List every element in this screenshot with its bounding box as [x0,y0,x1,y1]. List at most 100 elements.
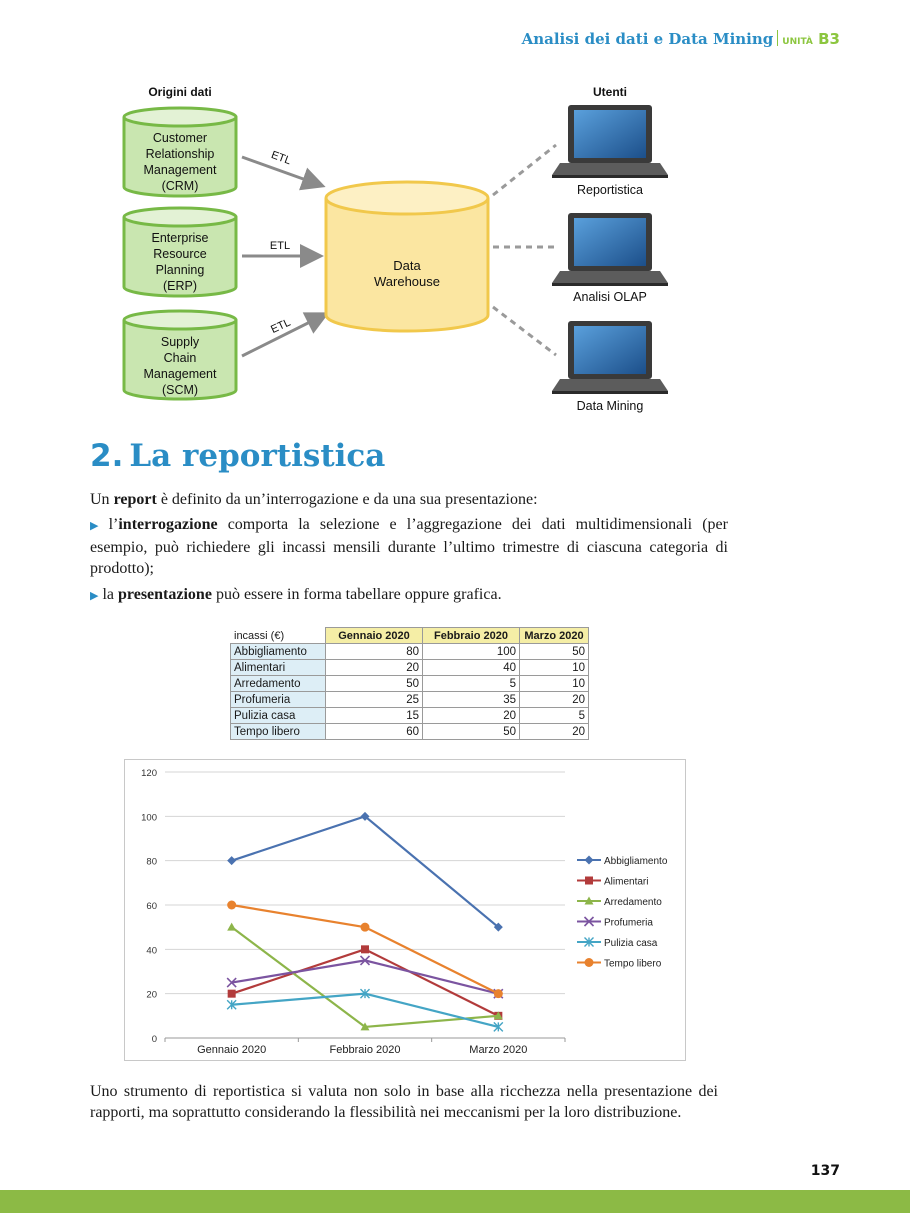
unit-code: B3 [818,30,840,48]
y-tick-label: 100 [141,812,157,823]
intro-text: Un [90,491,114,508]
line-chart: 0 20 40 60 80 100 120 Gennaio 2020 Febbraio 2020… [141,768,668,1056]
users-title: Utenti [593,85,627,99]
legend-marker [584,937,594,947]
source-label-line: Enterprise [152,231,209,245]
source-label-line: Management [144,367,217,381]
section-number: 2. [90,438,124,474]
closing-paragraph: Uno strumento di reportistica si valuta … [90,1083,718,1121]
source-label-line: Planning [156,263,205,277]
warehouse-label-line: Data [393,258,421,273]
data-point [493,922,503,932]
table-cell: 15 [325,707,423,724]
legend-marker [584,855,594,865]
data-point [227,856,237,866]
table-row: Alimentari 20 40 10 [230,659,589,676]
section-title: La reportistica [129,438,386,474]
data-point [361,945,369,954]
table-cell: 100 [422,643,520,660]
row-label: Pulizia casa [230,707,326,724]
data-point [226,977,237,988]
column-header: Marzo 2020 [519,627,589,644]
data-point [227,922,237,931]
table-cell: 50 [519,643,589,660]
data-point [493,1011,503,1020]
table-cell: 10 [519,659,589,676]
legend-label: Alimentari [604,877,648,888]
header-divider [777,30,779,46]
source-label-line: Relationship [146,147,215,161]
y-tick-label: 40 [146,945,157,956]
source-label-line: Supply [161,335,200,349]
income-table-wrapper: incassi (€) Gennaio 2020 Febbraio 2020 M… [230,627,589,740]
table-row: Abbigliamento 80 100 50 [230,643,589,660]
chapter-title: Analisi dei dati e Data Mining [521,30,774,48]
table-header-row: incassi (€) Gennaio 2020 Febbraio 2020 M… [230,627,589,644]
bullet-item: ▶ l’interrogazione comporta la selezione … [90,514,728,579]
series-line [231,992,499,1028]
y-tick-label: 60 [146,901,157,912]
data-point [493,989,503,999]
line-chart-frame: 0 20 40 60 80 100 120 Gennaio 2020 Febbraio 2020… [124,759,686,1061]
source-label-line: Management [144,163,217,177]
user-label-olap: Analisi OLAP [573,290,647,304]
data-point [360,922,370,932]
table-cell: 10 [519,675,589,692]
table-cell: 20 [519,723,589,740]
bullet-bold-term: interrogazione [118,516,218,533]
table-cell: 20 [422,707,520,724]
intro-text: è definito da un’interrogazione e da una… [156,491,538,508]
row-label: Tempo libero [230,723,326,740]
row-label: Arredamento [230,675,326,692]
legend-marker [585,876,593,885]
unit-label: UNITÀ [782,37,813,47]
table-cell: 20 [325,659,423,676]
data-point [227,900,237,910]
source-label-line: Resource [153,247,207,261]
legend-marker [584,896,594,905]
source-label-line: (SCM) [162,383,198,397]
data-point [227,989,236,998]
x-tick-label: Febbraio 2020 [330,1044,401,1056]
data-point [360,1022,370,1031]
source-erp: Enterprise Resource Planning (ERP) [122,206,238,298]
y-tick-label: 80 [146,857,157,868]
user-connector [492,305,557,357]
y-tick-label: 20 [146,990,157,1001]
table-cell: 50 [325,675,423,692]
bullet-bold-term: presentazione [118,586,212,603]
table-cell: 35 [422,691,520,708]
y-tick-label: 0 [152,1034,157,1045]
legend-label: Profumeria [604,918,653,929]
user-label-datamining: Data Mining [577,399,644,413]
intro-paragraph: Un report è definito da un’interrogazion… [90,489,730,510]
etl-arrow [241,155,326,191]
table-cell: 80 [325,643,423,660]
legend-label: Arredamento [604,897,662,908]
table-row: Arredamento 50 5 10 [230,675,589,692]
table-row: Pulizia casa 15 20 5 [230,707,589,724]
bullet-text: l’ [108,516,119,533]
source-crm: Customer Relationship Management (CRM) [122,106,238,198]
data-point [359,955,371,966]
table-row: Tempo libero 60 50 20 [230,723,589,740]
x-tick-label: Gennaio 2020 [197,1044,266,1056]
table-cell: 5 [422,675,520,692]
data-warehouse-diagram: Origini dati Utenti Customer Relationshi… [122,85,668,413]
row-label: Alimentari [230,659,326,676]
data-point [360,988,370,999]
table-corner-label: incassi (€) [230,627,326,644]
running-header: Analisi dei dati e Data Mining UNITÀ B3 [522,30,840,48]
data-point [360,811,370,821]
table-cell: 40 [422,659,520,676]
laptop-icon [552,321,668,394]
legend-label: Abbigliamento [604,856,668,867]
bullet-text: comporta la selezione e l’aggregazione d… [90,516,728,577]
source-label-line: Chain [164,351,197,365]
table-cell: 5 [519,707,589,724]
etl-arrow [241,312,330,358]
sources-title: Origini dati [148,85,211,99]
intro-bold-term: report [113,491,157,508]
income-table: incassi (€) Gennaio 2020 Febbraio 2020 M… [230,627,589,740]
source-label-line: Customer [153,131,207,145]
